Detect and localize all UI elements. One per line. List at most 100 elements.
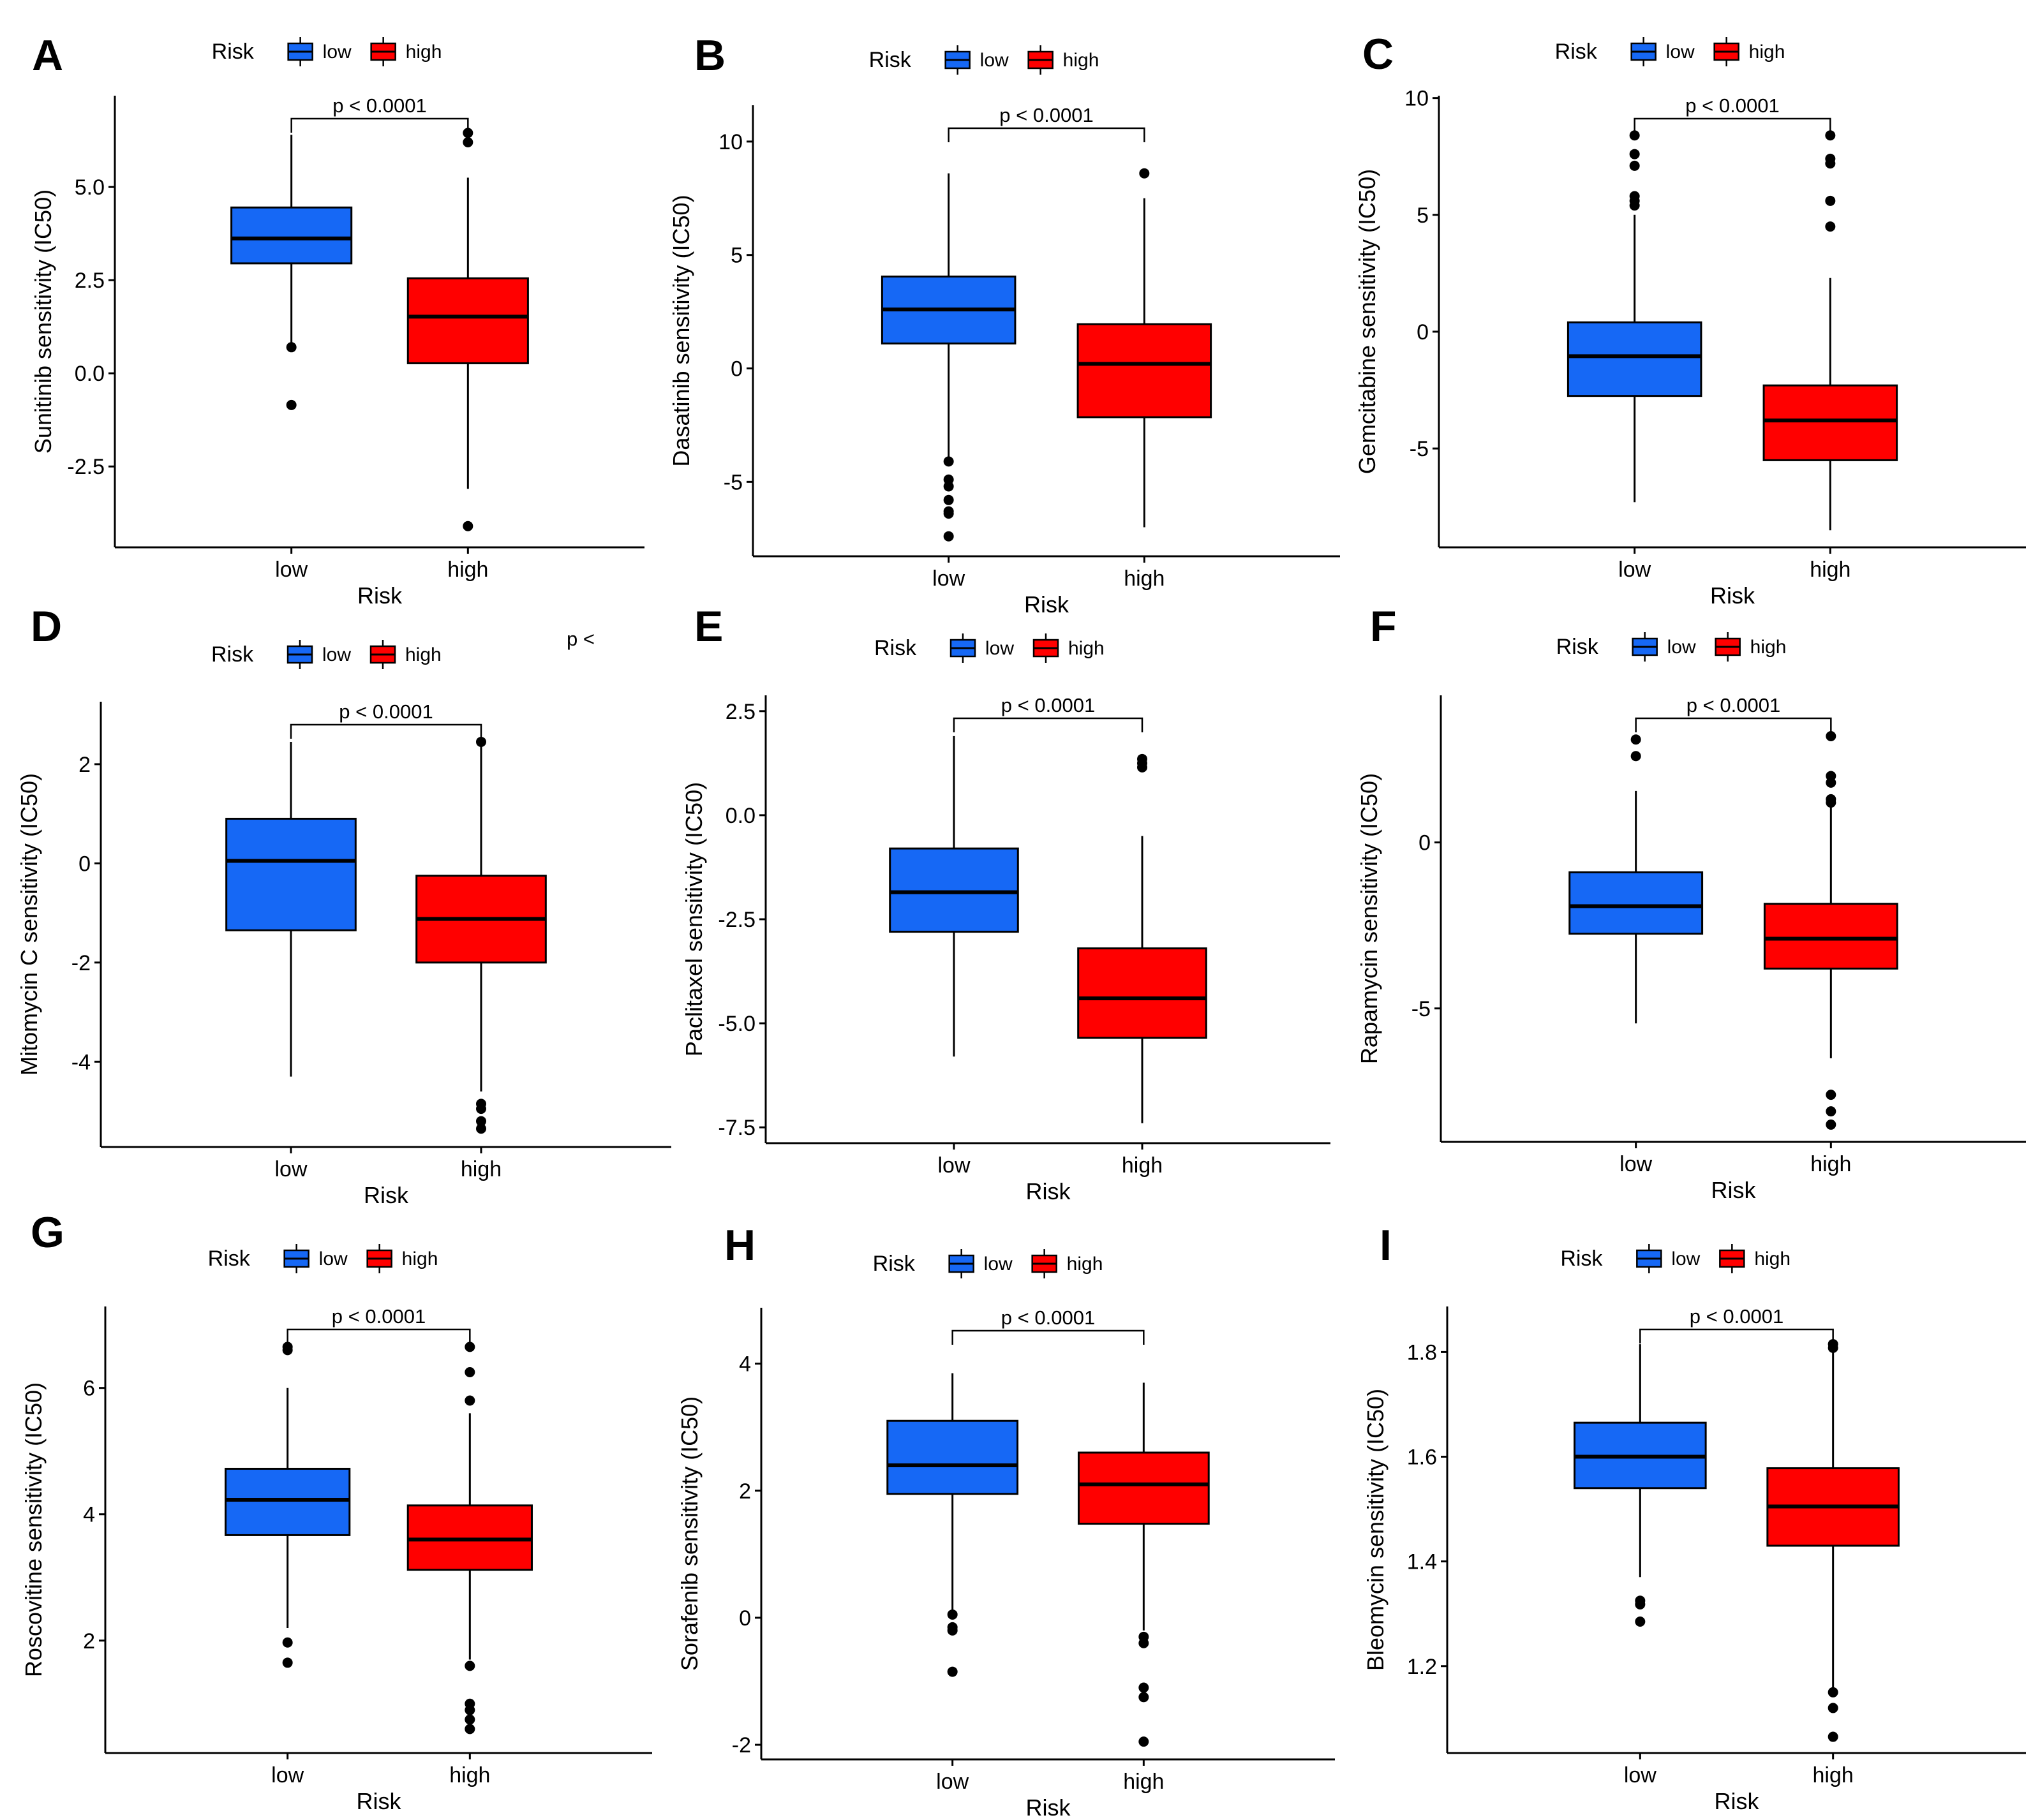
y-axis-title: Rapamycin sensitivity (IC50) xyxy=(1356,773,1382,1064)
significance-bracket xyxy=(290,723,482,739)
y-tick-label: 1.6 xyxy=(1407,1446,1437,1470)
p-value-label: p < 0.0001 xyxy=(332,94,426,117)
legend-label-low: low xyxy=(319,1248,348,1269)
x-axis-title: Risk xyxy=(1715,1788,1760,1814)
panel-b: B Risk low high 10 5 0 -5 low high Risk Dasatinib s… xyxy=(668,31,1340,618)
legend-title: Risk xyxy=(212,40,255,64)
panel-letter: H xyxy=(724,1221,756,1269)
x-tick-label: low xyxy=(937,1153,970,1178)
y-tick-label: 10 xyxy=(718,130,743,154)
significance-bracket xyxy=(953,717,1143,732)
legend-label-low: low xyxy=(323,41,352,63)
x-axis-title: Risk xyxy=(1026,1794,1071,1820)
y-tick-label: 0 xyxy=(1418,831,1431,855)
box-high xyxy=(406,128,529,531)
outlier-point xyxy=(1635,1617,1646,1627)
outlier-point xyxy=(1138,1682,1149,1693)
legend: Risk low high xyxy=(212,37,442,66)
x-tick-label: high xyxy=(1810,558,1850,582)
box-high xyxy=(1077,1382,1210,1747)
box-body xyxy=(406,277,529,364)
legend-label-low: low xyxy=(980,50,1009,71)
outlier-point xyxy=(1825,158,1836,169)
significance-bracket xyxy=(948,127,1145,142)
y-tick-label: 2.5 xyxy=(726,700,756,724)
outlier-point xyxy=(1630,751,1641,762)
legend-label-high: high xyxy=(1067,1254,1103,1275)
outlier-point xyxy=(1137,762,1147,773)
x-tick-label: high xyxy=(447,558,488,582)
y-tick-label: 1.8 xyxy=(1407,1340,1437,1365)
x-tick-label: high xyxy=(1122,1153,1163,1178)
box-body xyxy=(1567,321,1702,397)
outlier-point xyxy=(1826,797,1836,808)
y-tick-label: 0 xyxy=(78,852,91,876)
outlier-point xyxy=(1138,1736,1149,1747)
outlier-point xyxy=(465,1395,475,1406)
box-body xyxy=(225,817,357,931)
x-tick-label: low xyxy=(1624,1763,1657,1787)
significance-bracket xyxy=(1635,717,1832,732)
legend-label-low: low xyxy=(984,1254,1013,1275)
legend-label-high: high xyxy=(1754,1248,1791,1269)
outlier-point xyxy=(1825,130,1836,141)
y-tick-label: 5.0 xyxy=(75,175,105,200)
outlier-point xyxy=(282,1345,293,1356)
y-tick-label: 1.2 xyxy=(1407,1655,1437,1679)
box-body xyxy=(1568,871,1704,935)
panel-letter: D xyxy=(31,602,62,651)
y-tick-label: 10 xyxy=(1404,87,1429,111)
box-low xyxy=(881,173,1016,542)
outlier-point xyxy=(1629,200,1640,211)
x-tick-label: high xyxy=(1813,1763,1854,1787)
outlier-point xyxy=(476,1116,486,1127)
y-tick-label: -4 xyxy=(71,1050,91,1074)
significance-bracket xyxy=(287,1328,471,1343)
panel-h: H Risk low high 4 2 0 -2 low high Risk Sorafenib se… xyxy=(676,1221,1335,1820)
y-tick-label: -2 xyxy=(732,1733,751,1757)
y-tick-label: 5 xyxy=(731,244,743,268)
outlier-point xyxy=(1828,1731,1838,1742)
legend-label-high: high xyxy=(1749,41,1785,63)
outlier-point xyxy=(943,481,954,492)
legend-title: Risk xyxy=(208,1247,251,1271)
box-body xyxy=(225,1467,351,1536)
p-value-label: p < 0.0001 xyxy=(1001,1306,1095,1329)
x-tick-label: high xyxy=(449,1763,490,1787)
p-value-label: p < 0.0001 xyxy=(1686,694,1780,716)
x-tick-label: low xyxy=(274,1157,307,1181)
y-axis-title: Dasatinib sensitivity (IC50) xyxy=(668,195,694,466)
y-axis-title: Sorafenib sensitivity (IC50) xyxy=(676,1396,703,1671)
outlier-point xyxy=(476,1104,486,1114)
outlier-point xyxy=(1629,149,1640,159)
y-axis-title: Paclitaxel sensitivity (IC50) xyxy=(681,782,707,1056)
outlier-point xyxy=(465,1724,475,1735)
legend: Risk low high xyxy=(208,1244,438,1273)
outlier-point xyxy=(1629,160,1640,171)
legend-label-low: low xyxy=(1667,637,1696,658)
outlier-point xyxy=(943,494,954,505)
y-tick-label: 0 xyxy=(1417,320,1429,344)
outlier-point xyxy=(1825,221,1836,232)
x-axis-title: Risk xyxy=(1026,1178,1071,1204)
x-tick-label: high xyxy=(461,1157,502,1181)
box-high xyxy=(406,1342,533,1735)
legend-title: Risk xyxy=(1556,635,1599,659)
y-tick-label: 0.0 xyxy=(75,362,105,386)
y-tick-label: -5 xyxy=(1411,997,1431,1021)
significance-bracket xyxy=(1634,117,1831,133)
panel-f: F Risk low high 0 -5 low high Risk Rapamycin sens… xyxy=(1356,602,2026,1203)
outlier-point xyxy=(1826,1119,1836,1130)
p-value-label: p < 0.0001 xyxy=(999,104,1093,126)
outlier-point xyxy=(1826,777,1836,788)
panel-a: A Risk low high 5.0 2.5 0.0 -2.5 low high Risk Suni… xyxy=(30,31,644,609)
y-tick-label: -2.5 xyxy=(718,908,756,932)
outlier-point xyxy=(282,1657,293,1668)
y-axis-title: Bleomycin sensitivity (IC50) xyxy=(1362,1389,1389,1671)
y-tick-label: 0.0 xyxy=(726,804,756,828)
panel-i: I Risk low high 1.8 1.6 1.4 1.2 low high Risk Bleom… xyxy=(1362,1221,2026,1814)
significance-bracket xyxy=(1639,1328,1834,1343)
x-axis-title: Risk xyxy=(1024,591,1069,618)
x-tick-label: high xyxy=(1810,1152,1851,1176)
